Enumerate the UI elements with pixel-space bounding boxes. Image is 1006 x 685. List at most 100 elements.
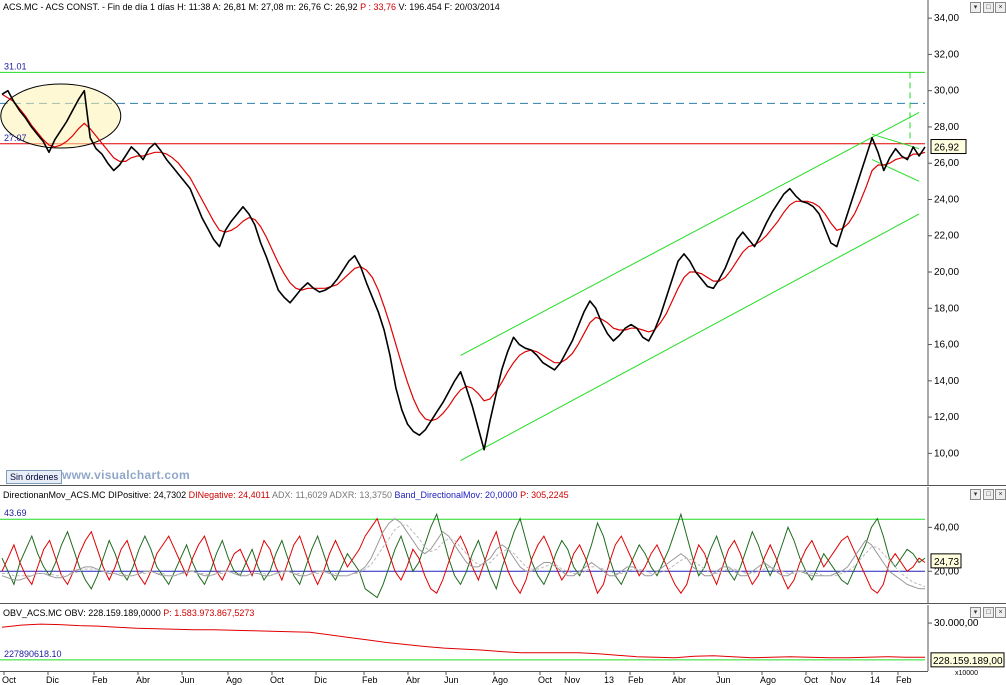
dm-name: DirectionanMov_ACS.MC: [3, 490, 106, 500]
time-tick-label: Jun: [716, 675, 731, 685]
dm-p: P: 305,2245: [520, 490, 569, 500]
obv-last-box: [930, 652, 1005, 668]
dm-adx: ADX: 11,6029: [272, 490, 328, 500]
obv-panel: 30.000,00 227890618.10 228.159.189,00 x1000…: [0, 605, 1006, 685]
minimize-panel-button[interactable]: ▾: [970, 2, 981, 13]
time-tick-label: Oct: [270, 675, 285, 685]
dm-adxr: ADXR: 13,3750: [329, 490, 392, 500]
obv-line: [1, 623, 925, 659]
time-tick-label: Feb: [628, 675, 644, 685]
obv-last-label: 228.159.189,00: [933, 656, 1003, 667]
dm-last-label: 24,73: [934, 557, 959, 568]
sin-ordenes-button[interactable]: Sin órdenes: [6, 470, 63, 484]
price-y-tick-label: 14,00: [934, 376, 959, 387]
last-price-box: [930, 139, 967, 155]
price-y-tick-label: 30,00: [934, 86, 959, 97]
obv-p: P: 1.583.973.867,5273: [163, 608, 255, 618]
high-label: M: 27,08: [248, 2, 284, 12]
last-price-label: 26,92: [934, 143, 959, 154]
channel-upper-line: [460, 111, 920, 356]
time-tick-label: Ago: [492, 675, 508, 685]
price-y-tick-label: 24,00: [934, 194, 959, 205]
volume-label: V: 196.454: [398, 2, 442, 12]
watermark: www.visualchart.com: [62, 468, 190, 482]
triangle-lower-line: [871, 159, 920, 182]
restore-panel-button[interactable]: □: [983, 2, 994, 13]
close-panel-button[interactable]: ×: [995, 2, 1006, 13]
time-tick-label: Feb: [92, 675, 108, 685]
dipositive-line: [1, 512, 926, 599]
level-top-label: 31.01: [4, 61, 27, 71]
obv-value: OBV: 228.159.189,0000: [64, 608, 161, 618]
symbol-label: ACS.MC - ACS CONST. - Fin de día 1 días: [3, 2, 175, 12]
dm-y-tick-label: 20,00: [934, 566, 959, 577]
dm-close-button[interactable]: ×: [995, 489, 1006, 500]
price-chart[interactable]: 10,00 12,00 14,00 16,00 18,00 20,00 22,00 24,00…: [0, 0, 1006, 486]
adx-line: [1, 517, 925, 590]
obv-close-button[interactable]: ×: [995, 607, 1006, 618]
dm-panel: 20,00 40,00 43.69 24,73 DirectionanMov_ACS.…: [0, 487, 1006, 604]
time-tick-label: Abr: [406, 675, 420, 685]
price-y-tick-label: 26,00: [934, 158, 959, 169]
dm-dinegative: DINegative: 24,4011: [188, 490, 271, 500]
time-tick-label: Dic: [314, 675, 327, 685]
dm-minimize-button[interactable]: ▾: [970, 489, 981, 500]
time-tick-label: Jun: [444, 675, 459, 685]
price-y-tick-label: 22,00: [934, 231, 959, 242]
date-label: F: 20/03/2014: [444, 2, 500, 12]
time-tick-label: Abr: [672, 675, 686, 685]
time-tick-label: Ago: [760, 675, 776, 685]
time-tick-label: Oct: [538, 675, 553, 685]
time-tick-label: 13: [604, 675, 614, 685]
dm-chart[interactable]: 20,00 40,00 43.69 24,73: [0, 487, 1006, 604]
moving-average-line: [1, 93, 926, 422]
p-label: P : 33,76: [360, 2, 397, 12]
time-label: H: 11:38: [177, 2, 211, 12]
price-plot-area: [0, 0, 928, 486]
dm-last-box: [930, 553, 962, 569]
close-label: C: 26,92: [323, 2, 358, 12]
low-label: m: 26,76: [286, 2, 322, 12]
obv-minimize-button[interactable]: ▾: [970, 607, 981, 618]
price-y-tick-label: 10,00: [934, 448, 959, 459]
time-tick-label: Abr: [136, 675, 150, 685]
time-tick-label: Nov: [564, 675, 581, 685]
obv-scale-label: x10000: [955, 670, 978, 677]
triangle-upper-line: [871, 133, 920, 150]
price-y-tick-label: 12,00: [934, 412, 959, 423]
obv-header: OBV_ACS.MC OBV: 228.159.189,0000 P: 1.58…: [0, 606, 255, 620]
obv-level-label: 227890618.10: [4, 649, 62, 659]
price-y-tick-label: 20,00: [934, 267, 959, 278]
dm-header: DirectionanMov_ACS.MC DIPositive: 24,730…: [0, 488, 569, 502]
price-y-tick-label: 18,00: [934, 303, 959, 314]
time-tick-label: Dic: [46, 675, 59, 685]
level-mid-label: 27.07: [4, 133, 27, 143]
time-tick-label: Feb: [896, 675, 912, 685]
price-y-tick-label: 34,00: [934, 13, 959, 24]
obv-restore-button[interactable]: □: [983, 607, 994, 618]
price-header: ACS.MC - ACS CONST. - Fin de día 1 días …: [0, 0, 500, 14]
open-label: A: 26,81: [212, 2, 246, 12]
dm-y-tick-label: 40,00: [934, 522, 959, 533]
price-panel: 10,00 12,00 14,00 16,00 18,00 20,00 22,00 24,00…: [0, 0, 1006, 486]
highlight-ellipse: [0, 83, 122, 149]
obv-name: OBV_ACS.MC: [3, 608, 63, 618]
channel-lower-line: [460, 213, 920, 462]
dm-band: Band_DirectionalMov: 20,0000: [394, 490, 518, 500]
dm-dipositive: DIPositive: 24,7302: [108, 490, 187, 500]
time-tick-label: Jun: [180, 675, 195, 685]
time-tick-label: Oct: [2, 675, 17, 685]
obv-y-tick-label: 30.000,00: [934, 618, 979, 629]
obv-chart[interactable]: 30.000,00 227890618.10 228.159.189,00 x1000…: [0, 605, 1006, 685]
time-tick-label: Nov: [830, 675, 847, 685]
time-tick-label: Ago: [226, 675, 242, 685]
price-y-tick-label: 28,00: [934, 122, 959, 133]
dm-level-label: 43.69: [4, 508, 27, 518]
time-tick-label: Oct: [804, 675, 819, 685]
dm-restore-button[interactable]: □: [983, 489, 994, 500]
price-line: [1, 89, 926, 451]
price-y-tick-label: 32,00: [934, 49, 959, 60]
time-tick-label: 14: [870, 675, 880, 685]
time-tick-label: Feb: [362, 675, 378, 685]
price-y-tick-label: 16,00: [934, 340, 959, 351]
